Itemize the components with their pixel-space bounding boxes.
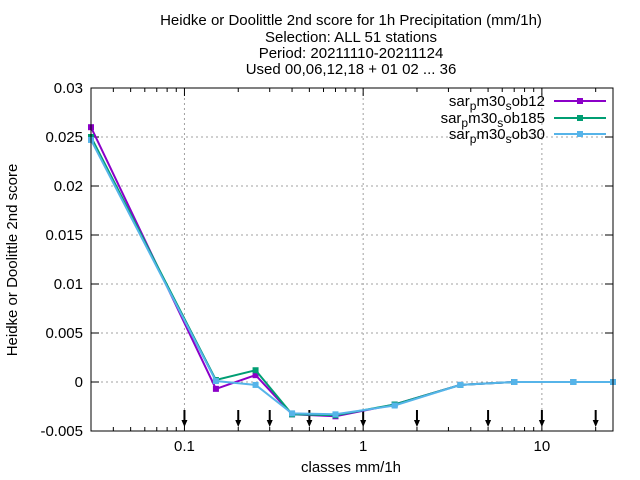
class-marker-head — [413, 420, 420, 427]
class-marker-head — [485, 420, 492, 427]
legend-swatch-point — [577, 115, 583, 121]
legend-label-part: p — [470, 132, 477, 146]
title-line-3: Period: 20211110-20211124 — [259, 45, 444, 62]
data-point — [391, 402, 398, 409]
y-tick-label: 0.02 — [54, 178, 83, 195]
legend-label-part: m30 — [476, 93, 505, 110]
data-point — [212, 378, 219, 385]
title-line-2: Selection: ALL 51 stations — [265, 29, 437, 46]
x-tick-label: 10 — [534, 438, 551, 455]
class-markers — [181, 410, 599, 427]
class-marker-head — [592, 420, 599, 427]
y-tick-label: 0.01 — [54, 276, 83, 293]
legend-label-part: s — [506, 132, 512, 146]
legend-label-part: ob185 — [503, 110, 545, 127]
legend-label-part: ob30 — [512, 126, 545, 143]
grid — [91, 88, 613, 431]
y-axis-label: Heidke or Doolittle 2nd score — [4, 164, 21, 357]
title-line-1: Heidke or Doolittle 2nd score for 1h Pre… — [160, 12, 542, 29]
y-tick-label: 0.015 — [45, 227, 83, 244]
legend-label-part: p — [461, 116, 468, 130]
y-axis: -0.005 0 0.005 0.01 0.015 0.02 0.025 0.03 — [40, 80, 613, 440]
data-point — [252, 381, 259, 388]
y-tick-label: 0.025 — [45, 129, 83, 146]
data-point — [457, 381, 464, 388]
class-marker-head — [235, 420, 242, 427]
legend-label-part: s — [506, 99, 512, 113]
legend-swatch-point — [577, 131, 583, 137]
series-line-ob12 — [90, 126, 613, 418]
y-tick-label: 0.03 — [54, 80, 83, 97]
x-axis-label: classes mm/1h — [301, 459, 401, 476]
data-point — [212, 385, 219, 392]
data-point — [289, 410, 296, 417]
x-axis: 0.1 1 10 — [112, 88, 597, 455]
class-marker-head — [538, 420, 545, 427]
class-marker-head — [360, 420, 367, 427]
y-tick-label: 0.005 — [45, 325, 83, 342]
series-line-ob30 — [90, 139, 613, 416]
y-tick-label: 0 — [75, 374, 83, 391]
class-marker-head — [181, 420, 188, 427]
legend-label-ob12: sarpm30sob12 — [449, 93, 545, 113]
series-group — [88, 124, 616, 420]
data-point — [332, 411, 339, 418]
legend-label-part: sar — [449, 126, 470, 143]
data-point — [252, 372, 259, 379]
legend-label-part: sar — [441, 110, 462, 127]
x-tick-label: 1 — [359, 438, 367, 455]
legend-label-part: s — [497, 116, 503, 130]
legend-label-ob185: sarpm30sob185 — [441, 110, 545, 130]
legend-label-ob30: sarpm30sob30 — [449, 126, 545, 146]
plot-frame — [90, 87, 614, 432]
data-point — [511, 379, 518, 385]
x-tick-label: 0.1 — [174, 438, 195, 455]
class-marker-head — [306, 420, 313, 427]
legend-label-part: m30 — [468, 110, 497, 127]
data-point — [252, 367, 259, 374]
legend-label-part: m30 — [476, 126, 505, 143]
title-line-4: Used 00,06,12,18 + 01 02 ... 36 — [246, 61, 457, 78]
legend-label-part: ob12 — [512, 93, 545, 110]
legend-label-part: sar — [449, 93, 470, 110]
class-marker-head — [266, 420, 273, 427]
series-line-ob185 — [90, 136, 613, 417]
y-tick-label: -0.005 — [40, 423, 83, 440]
chart-title: Heidke or Doolittle 2nd score for 1h Pre… — [160, 12, 542, 78]
legend-swatch-point — [577, 98, 583, 104]
legend-label-part: p — [470, 99, 477, 113]
data-point — [570, 379, 577, 385]
